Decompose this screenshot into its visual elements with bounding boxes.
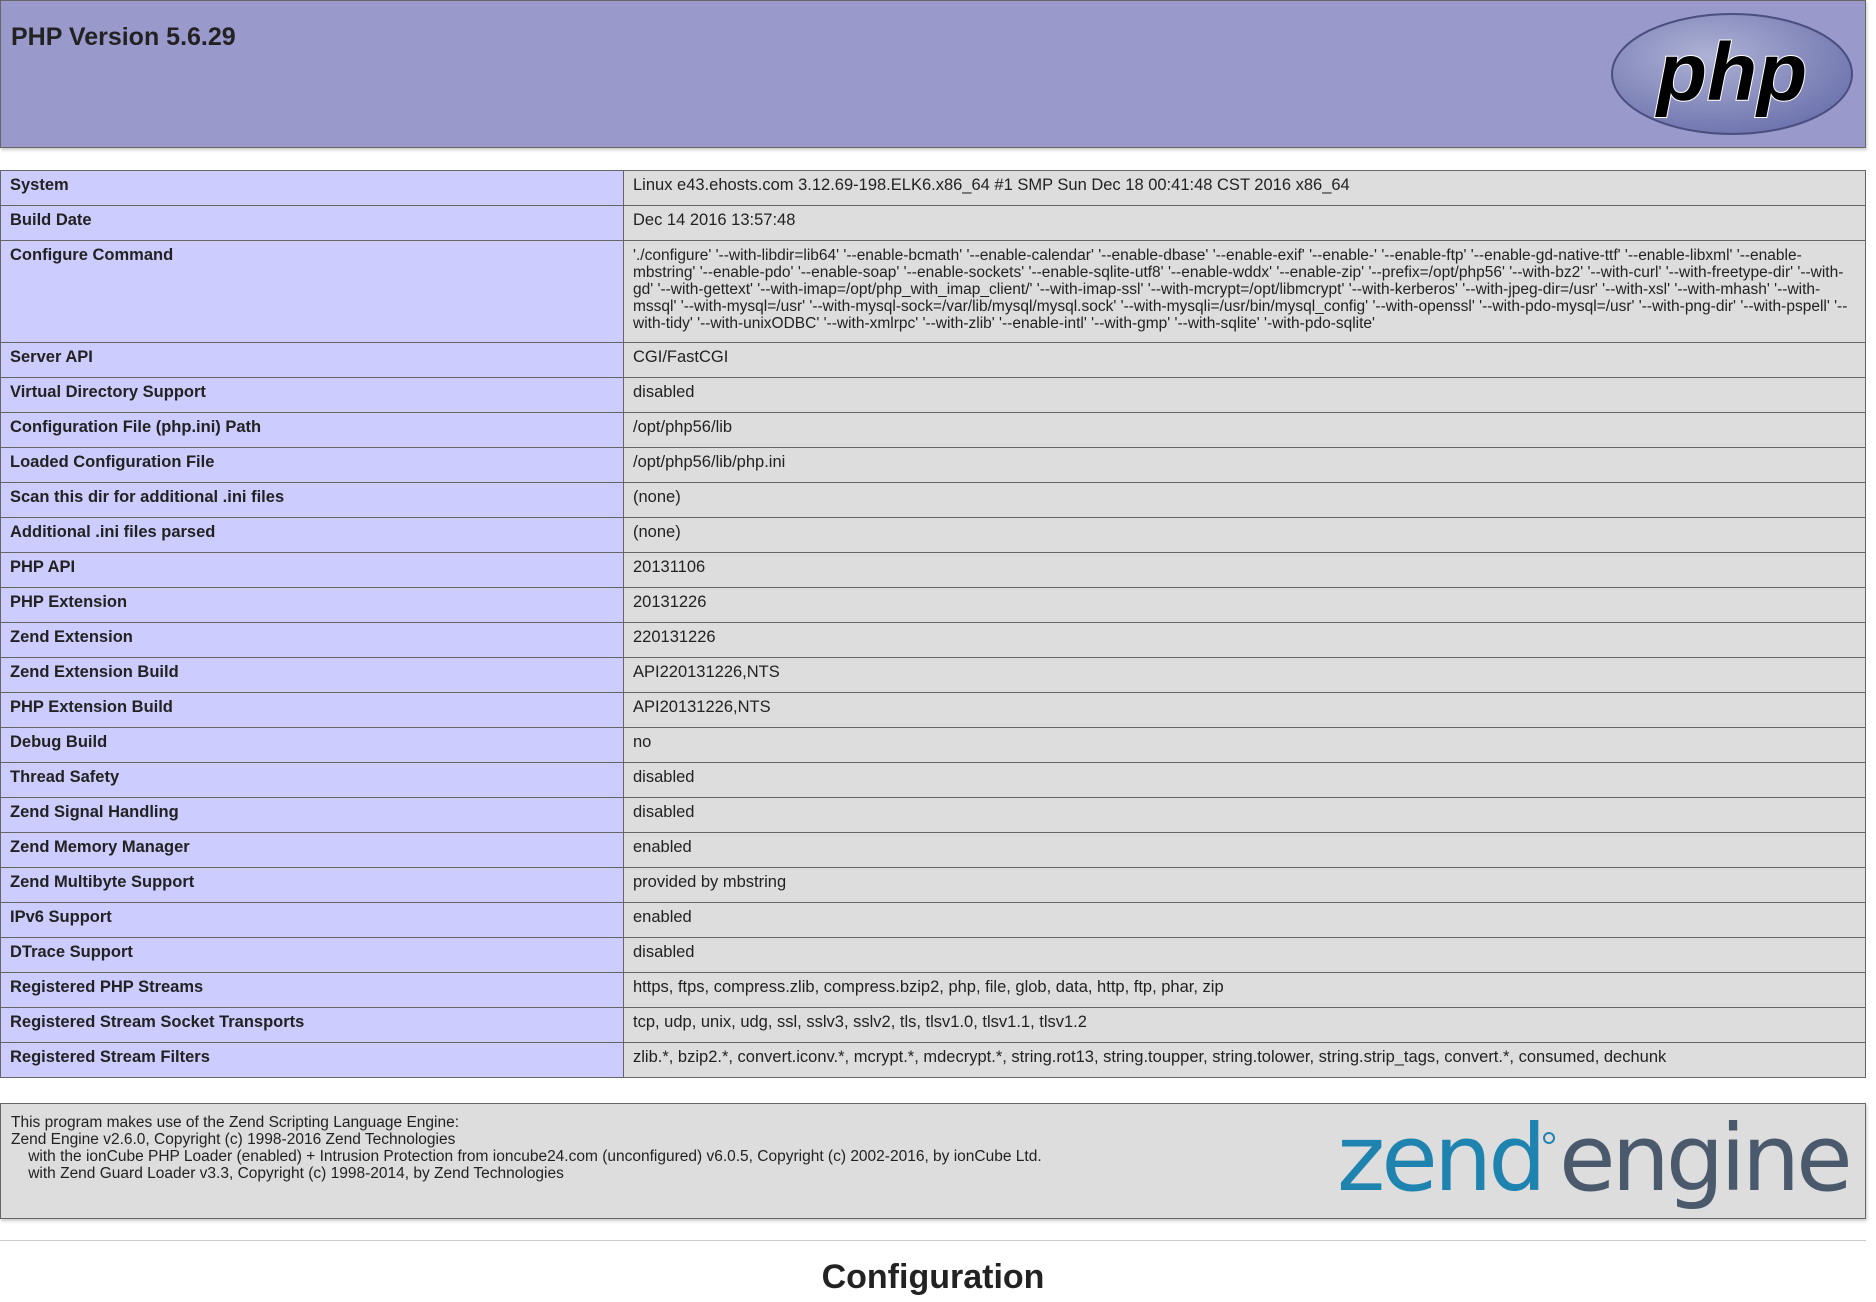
row-label: Registered PHP Streams	[0, 972, 624, 1008]
table-row: Zend Memory Manager enabled	[0, 832, 1866, 868]
row-label: Zend Multibyte Support	[0, 867, 624, 903]
page-title: PHP Version 5.6.29	[11, 23, 236, 51]
row-label: PHP Extension	[0, 587, 624, 623]
zend-engine-logo: zend engine	[1337, 1112, 1853, 1212]
table-row: Zend Signal Handling disabled	[0, 797, 1866, 833]
row-value: https, ftps, compress.zlib, compress.bzi…	[623, 972, 1866, 1008]
row-label: Zend Extension Build	[0, 657, 624, 693]
table-row: Build Date Dec 14 2016 13:57:48	[0, 205, 1866, 241]
row-value: (none)	[623, 482, 1866, 518]
php-version-header: PHP Version 5.6.29 php	[0, 0, 1866, 148]
row-value: disabled	[623, 762, 1866, 798]
row-label: Thread Safety	[0, 762, 624, 798]
table-row: Zend Extension Build API220131226,NTS	[0, 657, 1866, 693]
row-value: 20131226	[623, 587, 1866, 623]
table-row: Zend Multibyte Support provided by mbstri…	[0, 867, 1866, 903]
table-row: IPv6 Support enabled	[0, 902, 1866, 938]
row-label: DTrace Support	[0, 937, 624, 973]
row-value: disabled	[623, 377, 1866, 413]
table-row: Server API CGI/FastCGI	[0, 342, 1866, 378]
row-value: (none)	[623, 517, 1866, 553]
table-row: PHP Extension Build API20131226,NTS	[0, 692, 1866, 728]
table-row: Registered Stream Socket Transports tcp, …	[0, 1007, 1866, 1043]
row-label: Configure Command	[0, 240, 624, 343]
row-value: './configure' '--with-libdir=lib64' '--e…	[623, 240, 1866, 343]
table-row: Scan this dir for additional .ini files(…	[0, 482, 1866, 518]
row-label: Virtual Directory Support	[0, 377, 624, 413]
row-label: Additional .ini files parsed	[0, 517, 624, 553]
table-row: Loaded Configuration File/opt/php56/lib/…	[0, 447, 1866, 483]
svg-text:engine: engine	[1559, 1112, 1849, 1212]
svg-text:php: php	[1655, 27, 1807, 118]
row-label: Zend Extension	[0, 622, 624, 658]
row-value: enabled	[623, 832, 1866, 868]
table-row: PHP API 20131106	[0, 552, 1866, 588]
table-row: Configuration File (php.ini) Path/opt/ph…	[0, 412, 1866, 448]
row-value: Dec 14 2016 13:57:48	[623, 205, 1866, 241]
row-value: CGI/FastCGI	[623, 342, 1866, 378]
row-value: disabled	[623, 797, 1866, 833]
table-row: Debug Build no	[0, 727, 1866, 763]
php-logo: php	[1611, 13, 1853, 135]
table-row: System Linux e43.ehosts.com 3.12.69-198.E…	[0, 170, 1866, 206]
row-value: no	[623, 727, 1866, 763]
php-info-table: System Linux e43.ehosts.com 3.12.69-198.E…	[0, 170, 1866, 1078]
row-label: Server API	[0, 342, 624, 378]
row-label: Loaded Configuration File	[0, 447, 624, 483]
table-row: Registered PHP Streams https, ftps, compr…	[0, 972, 1866, 1008]
divider	[0, 1240, 1866, 1241]
row-value: API20131226,NTS	[623, 692, 1866, 728]
table-row: Zend Extension 220131226	[0, 622, 1866, 658]
svg-text:zend: zend	[1337, 1112, 1543, 1212]
row-label: Configuration File (php.ini) Path	[0, 412, 624, 448]
row-value: 220131226	[623, 622, 1866, 658]
row-value: API220131226,NTS	[623, 657, 1866, 693]
row-value: /opt/php56/lib	[623, 412, 1866, 448]
table-row: DTrace Support disabled	[0, 937, 1866, 973]
table-row: PHP Extension 20131226	[0, 587, 1866, 623]
row-value: provided by mbstring	[623, 867, 1866, 903]
row-label: Build Date	[0, 205, 624, 241]
row-label: PHP API	[0, 552, 624, 588]
row-label: Scan this dir for additional .ini files	[0, 482, 624, 518]
row-label: Registered Stream Socket Transports	[0, 1007, 624, 1043]
table-row: Thread Safety disabled	[0, 762, 1866, 798]
row-label: Registered Stream Filters	[0, 1042, 624, 1078]
row-value: Linux e43.ehosts.com 3.12.69-198.ELK6.x8…	[623, 170, 1866, 206]
row-value: zlib.*, bzip2.*, convert.iconv.*, mcrypt…	[623, 1042, 1866, 1078]
row-label: PHP Extension Build	[0, 692, 624, 728]
table-row: Registered Stream Filters zlib.*, bzip2.*…	[0, 1042, 1866, 1078]
row-value: tcp, udp, unix, udg, ssl, sslv3, sslv2, …	[623, 1007, 1866, 1043]
row-label: System	[0, 170, 624, 206]
row-label: Debug Build	[0, 727, 624, 763]
row-value: 20131106	[623, 552, 1866, 588]
row-value: enabled	[623, 902, 1866, 938]
row-value: /opt/php56/lib/php.ini	[623, 447, 1866, 483]
zend-engine-text: This program makes use of the Zend Scrip…	[11, 1114, 1042, 1182]
section-title-configuration: Configuration	[821, 1258, 1045, 1296]
table-row: Additional .ini files parsed (none)	[0, 517, 1866, 553]
table-row: Configure Command './configure' '--with-l…	[0, 240, 1866, 343]
row-value: disabled	[623, 937, 1866, 973]
zend-engine-footer: This program makes use of the Zend Scrip…	[0, 1103, 1866, 1219]
row-label: IPv6 Support	[0, 902, 624, 938]
table-row: Virtual Directory Support disabled	[0, 377, 1866, 413]
row-label: Zend Signal Handling	[0, 797, 624, 833]
row-label: Zend Memory Manager	[0, 832, 624, 868]
